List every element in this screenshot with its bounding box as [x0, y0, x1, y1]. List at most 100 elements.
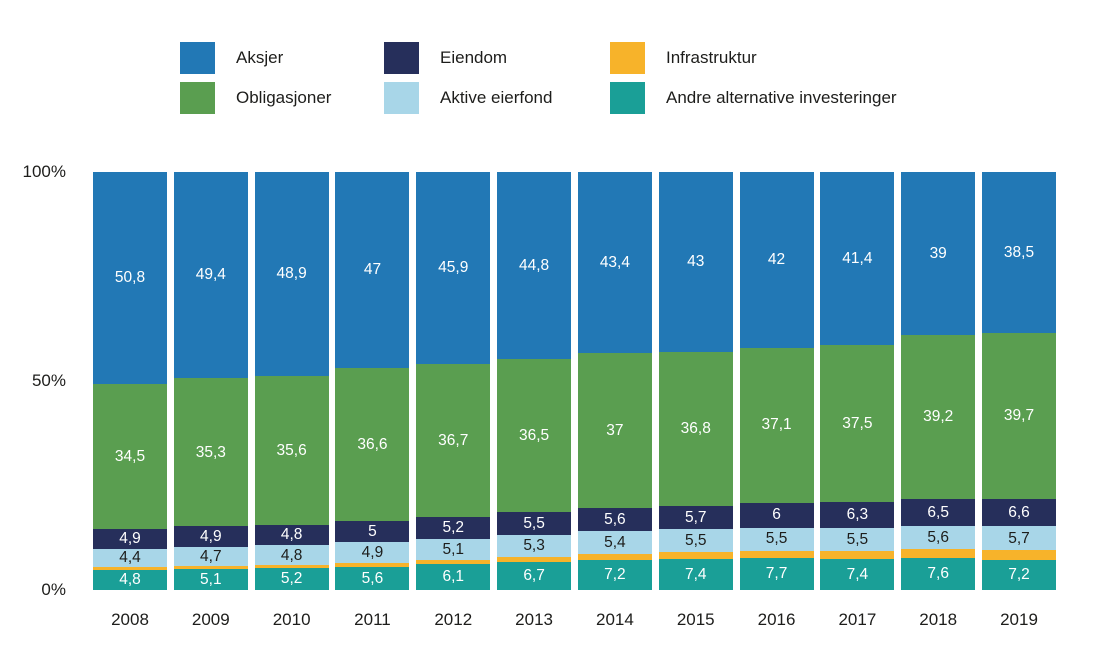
value-label-andre-alternative-investeringer-2009: 5,1	[200, 570, 222, 588]
x-axis-label-2019: 2019	[1000, 610, 1038, 629]
segment-obligasjoner-2008: 34,5	[93, 384, 167, 529]
segment-obligasjoner-2018: 39,2	[901, 335, 976, 499]
segment-aksjer-2010: 48,9	[254, 172, 329, 377]
segment-aktive-eierfond-2011: 4,9	[335, 542, 410, 563]
segment-aksjer-2011: 47	[335, 172, 410, 369]
segment-obligasjoner-2017: 37,5	[820, 345, 895, 502]
segment-obligasjoner-2014: 37	[577, 353, 652, 509]
segment-infrastruktur-2008	[93, 567, 167, 570]
value-label-andre-alternative-investeringer-2010: 5,2	[280, 570, 303, 588]
value-label-aktive-eierfond-2019: 5,7	[1008, 529, 1030, 547]
segment-eiendom-2016: 6	[739, 502, 814, 528]
x-axis-label-2014: 2014	[595, 610, 634, 629]
bar-2014: 43,4 37 5,6 5,4 7,2	[577, 172, 652, 590]
segment-aksjer-2009: 49,4	[173, 172, 248, 379]
legend-swatch-andre-alternative-investeringer	[610, 82, 645, 114]
segment-aktive-eierfond-2013: 5,3	[497, 534, 572, 557]
value-label-eiendom-2012: 5,2	[442, 519, 465, 537]
x-axis-label-2008: 2008	[111, 610, 149, 629]
value-label-aktive-eierfond-2012: 5,1	[442, 540, 465, 558]
bar-2008: 50,8 34,5 4,9 4,4 4,8	[93, 172, 167, 590]
segment-eiendom-2011: 5	[335, 521, 410, 543]
segment-obligasjoner-2019: 39,7	[982, 332, 1057, 499]
segment-andre-alternative-investeringer-2009: 5,1	[173, 568, 248, 590]
segment-eiendom-2018: 6,5	[901, 498, 976, 527]
value-label-andre-alternative-investeringer-2011: 5,6	[361, 569, 384, 587]
value-label-obligasjoner-2013: 36,5	[519, 426, 550, 444]
segment-eiendom-2015: 5,7	[658, 505, 733, 530]
segment-obligasjoner-2013: 36,5	[497, 359, 572, 512]
value-label-eiendom-2011: 5	[368, 523, 377, 541]
segment-aksjer-2008: 50,8	[93, 172, 167, 385]
segment-eiendom-2009: 4,9	[173, 526, 248, 547]
bar-2009: 49,4 35,3 4,9 4,7 5,1	[173, 172, 248, 590]
x-axis-label-2016: 2016	[757, 610, 796, 629]
segment-infrastruktur-2015	[658, 552, 733, 560]
legend-label-andre-alternative-investeringer: Andre alternative investeringer	[666, 88, 897, 107]
segment-aktive-eierfond-2009: 4,7	[173, 546, 248, 567]
value-label-obligasjoner-2011: 36,6	[357, 436, 388, 454]
segment-aktive-eierfond-2015: 5,5	[658, 529, 733, 553]
segment-eiendom-2014: 5,6	[577, 508, 652, 532]
x-axis-label-2011: 2011	[354, 610, 391, 629]
segment-infrastruktur-2012	[416, 560, 491, 565]
segment-aksjer-2016: 42	[739, 172, 814, 348]
value-label-aktive-eierfond-2011: 4,9	[361, 543, 384, 561]
segment-andre-alternative-investeringer-2011: 5,6	[335, 566, 410, 590]
segment-aktive-eierfond-2012: 5,1	[416, 539, 491, 561]
bar-2018: 39 39,2 6,5 5,6 7,6	[901, 172, 976, 590]
value-label-eiendom-2017: 6,3	[846, 506, 869, 524]
segment-infrastruktur-2010	[254, 565, 329, 569]
legend-label-aksjer: Aksjer	[236, 48, 284, 67]
y-axis-tick-100: 100%	[22, 162, 66, 181]
segment-aktive-eierfond-2010: 4,8	[254, 545, 329, 566]
y-axis-tick-50: 50%	[31, 371, 66, 390]
segment-obligasjoner-2015: 36,8	[658, 351, 733, 506]
segment-andre-alternative-investeringer-2017: 7,4	[820, 559, 895, 590]
segment-infrastruktur-2013	[497, 556, 572, 562]
value-label-eiendom-2013: 5,5	[523, 514, 545, 532]
bar-2010: 48,9 35,6 4,8 4,8 5,2	[254, 172, 329, 590]
value-label-aksjer-2010: 48,9	[276, 265, 307, 283]
legend-item-aksjer: Aksjer	[180, 42, 331, 74]
value-label-obligasjoner-2018: 39,2	[923, 408, 954, 426]
value-label-aktive-eierfond-2015: 5,5	[684, 532, 707, 550]
value-label-obligasjoner-2016: 37,1	[761, 416, 792, 434]
bar-2013: 44,8 36,5 5,5 5,3 6,7	[497, 172, 572, 590]
value-label-andre-alternative-investeringer-2014: 7,2	[604, 566, 626, 584]
legend-column-3: Infrastruktur Andre alternative investeri…	[610, 42, 897, 114]
value-label-aktive-eierfond-2014: 5,4	[604, 534, 626, 551]
segment-aksjer-2019: 38,5	[982, 172, 1057, 333]
segment-aksjer-2015: 43	[658, 172, 733, 352]
value-label-andre-alternative-investeringer-2015: 7,4	[684, 565, 707, 583]
segment-aktive-eierfond-2008: 4,4	[93, 549, 167, 568]
bar-2016: 42 37,1 6 5,5 7,7	[739, 172, 814, 590]
segment-eiendom-2008: 4,9	[93, 528, 167, 549]
segment-aktive-eierfond-2014: 5,4	[577, 531, 652, 555]
legend-item-eiendom: Eiendom	[384, 42, 552, 74]
value-label-aksjer-2013: 44,8	[519, 256, 550, 274]
segment-obligasjoner-2016: 37,1	[739, 347, 814, 503]
segment-aksjer-2017: 41,4	[820, 172, 895, 346]
segment-andre-alternative-investeringer-2016: 7,7	[739, 557, 814, 590]
segment-obligasjoner-2012: 36,7	[416, 363, 491, 518]
value-label-aksjer-2015: 43	[687, 253, 705, 271]
x-axis-label-2012: 2012	[434, 610, 473, 629]
legend-column-1: Aksjer Obligasjoner	[180, 42, 331, 114]
segment-obligasjoner-2009: 35,3	[173, 378, 248, 527]
bar-2017: 41,4 37,5 6,3 5,5 7,4	[820, 172, 895, 590]
value-label-eiendom-2015: 5,7	[684, 508, 707, 526]
legend-swatch-aktive-eierfond	[384, 82, 419, 114]
value-label-aksjer-2008: 50,8	[114, 269, 146, 287]
segment-andre-alternative-investeringer-2013: 6,7	[497, 561, 572, 590]
legend-item-aktive-eierfond: Aktive eierfond	[384, 82, 552, 114]
value-label-obligasjoner-2017: 37,5	[842, 414, 873, 432]
legend-item-andre-alternative-investeringer: Andre alternative investeringer	[610, 82, 897, 114]
segment-aksjer-2013: 44,8	[497, 172, 572, 360]
bar-2015: 43 36,8 5,7 5,5 7,4	[658, 172, 733, 590]
legend-swatch-eiendom	[384, 42, 419, 74]
segment-andre-alternative-investeringer-2019: 7,2	[982, 559, 1057, 590]
value-label-aksjer-2009: 49,4	[195, 266, 226, 284]
value-label-obligasjoner-2019: 39,7	[1003, 407, 1035, 425]
